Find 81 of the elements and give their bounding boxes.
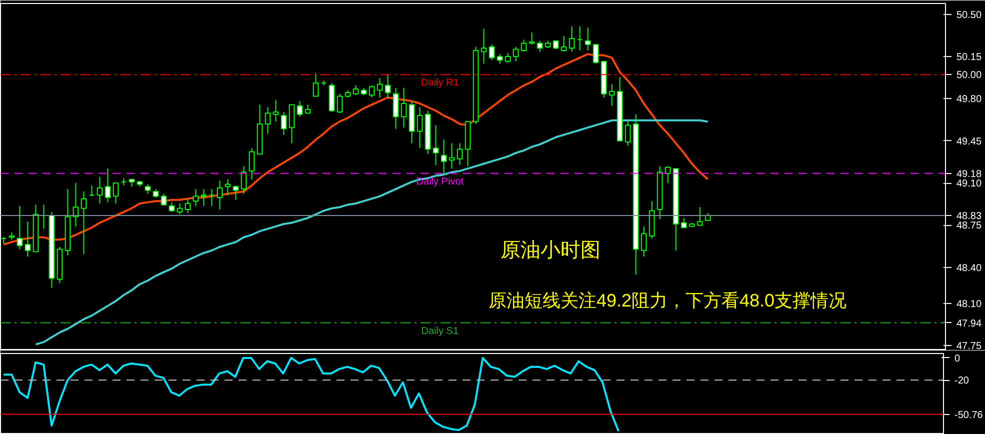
candlestick xyxy=(680,217,687,228)
candlestick xyxy=(456,142,463,166)
y-tick-label: 49.10 xyxy=(956,178,982,190)
y-tick-label: 50.15 xyxy=(956,52,982,64)
candlestick xyxy=(400,87,407,128)
candlestick xyxy=(528,32,535,45)
candlestick xyxy=(496,54,503,64)
candlestick xyxy=(232,184,239,200)
candlestick xyxy=(592,44,599,64)
y-tick-label: 48.10 xyxy=(956,299,982,310)
candlestick xyxy=(296,100,303,118)
candlestick xyxy=(392,87,399,130)
candlestick xyxy=(488,44,495,61)
candlestick xyxy=(192,188,199,206)
candlestick xyxy=(0,236,7,244)
candlestick xyxy=(448,142,455,170)
candlestick xyxy=(352,84,359,96)
candlestick xyxy=(520,39,527,52)
candlestick xyxy=(208,188,215,206)
candlestick xyxy=(264,106,271,134)
candlestick xyxy=(168,202,175,212)
y-tick-label: 47.75 xyxy=(956,341,982,352)
candlestick xyxy=(368,84,375,98)
candlestick xyxy=(280,111,287,136)
candlestick xyxy=(512,46,519,62)
y-tick-label: 0 xyxy=(954,353,960,364)
ref-line-label: Daily R1 xyxy=(421,78,460,89)
annotation: 原油短线关注49.2阻力，下方看48.0支撑情况 xyxy=(488,290,847,310)
candlestick xyxy=(120,178,127,186)
y-tick-label: 47.94 xyxy=(956,318,982,330)
candlestick xyxy=(288,104,295,144)
candlestick xyxy=(240,166,247,194)
candlestick xyxy=(248,148,255,180)
y-tick-label: 48.83 xyxy=(956,211,982,222)
y-tick-label: 50.50 xyxy=(956,10,982,21)
candlestick xyxy=(576,26,583,51)
candlestick xyxy=(112,182,119,204)
ref-line-label: Daily Pivot xyxy=(416,176,464,188)
annotation: 原油小时图 xyxy=(500,240,600,262)
candlestick xyxy=(416,106,423,149)
y-tick-label: 49.18 xyxy=(956,168,982,180)
candlestick xyxy=(24,221,31,258)
candlestick xyxy=(504,52,511,64)
candlestick xyxy=(568,26,575,52)
candlestick xyxy=(96,176,103,204)
candlestick xyxy=(184,198,191,214)
candlestick xyxy=(88,184,95,197)
candlestick xyxy=(584,27,591,51)
y-tick-label: 48.40 xyxy=(956,262,982,274)
candlestick xyxy=(432,124,439,166)
candlestick xyxy=(144,184,151,194)
candlestick xyxy=(160,193,167,206)
candlestick xyxy=(640,226,647,258)
candlestick xyxy=(80,190,87,255)
candlestick xyxy=(560,36,567,52)
candlestick xyxy=(272,99,279,122)
candlestick xyxy=(16,205,23,250)
candlestick xyxy=(480,28,487,64)
candlestick xyxy=(608,84,615,106)
candlestick xyxy=(104,168,111,203)
candlestick xyxy=(624,121,631,146)
candlestick xyxy=(440,139,447,176)
candlestick xyxy=(216,180,223,210)
candlestick xyxy=(312,72,319,97)
y-tick-label: 50.00 xyxy=(956,70,982,82)
candlestick xyxy=(200,188,207,206)
candlestick xyxy=(224,178,231,196)
candlestick xyxy=(384,74,391,98)
candlestick xyxy=(664,166,671,184)
candlestick xyxy=(336,93,343,114)
y-tick-label: 49.80 xyxy=(956,94,982,106)
y-tick-label: -20 xyxy=(954,376,970,387)
candlestick xyxy=(176,203,183,215)
y-tick-label: 48.75 xyxy=(956,220,982,232)
ref-line-label: Daily S1 xyxy=(421,326,459,337)
y-tick-label: -50.76 xyxy=(954,410,984,421)
candlestick xyxy=(696,206,703,226)
candlestick xyxy=(376,78,383,98)
y-tick-label: 49.45 xyxy=(956,136,982,148)
line-series xyxy=(2,356,620,432)
candlestick xyxy=(536,40,543,52)
